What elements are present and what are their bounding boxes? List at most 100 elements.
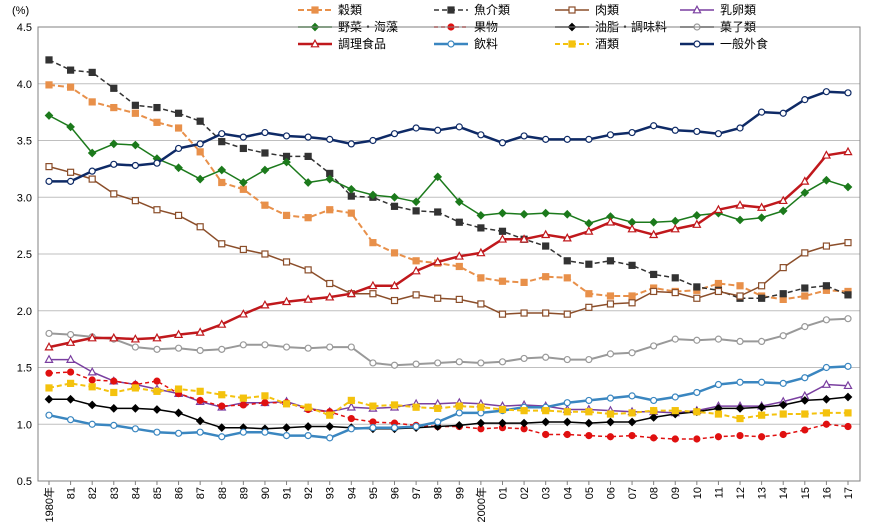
data-point (45, 411, 53, 419)
data-point (45, 56, 53, 64)
series-10 (45, 362, 852, 442)
data-point (606, 292, 615, 300)
data-point (282, 132, 291, 140)
plot-border (37, 26, 861, 482)
x-tick-label: 12 (735, 487, 747, 499)
data-point (585, 260, 593, 268)
data-point (735, 404, 745, 413)
series-8 (45, 315, 852, 369)
data-point (736, 432, 744, 440)
data-point (238, 309, 248, 318)
data-point (843, 380, 853, 390)
data-point (347, 192, 355, 200)
data-point (585, 290, 593, 298)
data-point (671, 274, 679, 282)
data-point (650, 434, 658, 442)
data-point (693, 336, 701, 344)
data-point (606, 394, 615, 402)
data-point (801, 249, 809, 257)
x-tick-label: 95 (368, 487, 380, 499)
series-line (48, 165, 849, 315)
data-point (563, 135, 571, 143)
data-point (843, 146, 853, 156)
data-point (304, 344, 312, 352)
y-tick-label: 2.5 (17, 249, 32, 261)
data-point (87, 400, 97, 410)
x-tick-label: 16 (821, 487, 833, 499)
data-point (174, 144, 183, 153)
data-point (801, 284, 809, 292)
data-point (346, 184, 356, 194)
data-point (152, 332, 162, 342)
data-point (218, 402, 226, 410)
data-point (779, 332, 787, 340)
data-point (261, 201, 269, 209)
series-5 (44, 111, 853, 228)
data-point (281, 296, 292, 306)
data-point (455, 358, 463, 366)
x-tick-label: 81 (66, 487, 78, 499)
data-point (110, 190, 118, 198)
data-point (325, 422, 335, 431)
data-point (196, 428, 204, 436)
data-point (304, 152, 312, 160)
data-point (109, 139, 119, 149)
data-point (693, 283, 701, 291)
data-point (800, 396, 810, 405)
data-point (44, 342, 54, 351)
data-point (88, 175, 96, 183)
data-point (693, 127, 701, 136)
series-2 (45, 56, 852, 302)
data-point (174, 408, 183, 418)
data-point (326, 434, 334, 442)
data-point (736, 282, 744, 290)
data-point (628, 409, 636, 417)
data-point (498, 227, 507, 235)
data-point (628, 299, 636, 307)
data-point (239, 401, 247, 409)
data-point (239, 428, 247, 436)
data-point (628, 392, 636, 400)
data-point (671, 435, 679, 443)
data-point (585, 408, 593, 416)
data-point (606, 300, 615, 308)
series-11 (45, 379, 852, 423)
series-9 (44, 146, 853, 351)
data-point (779, 430, 787, 439)
data-point (822, 282, 831, 290)
data-point (520, 354, 528, 363)
data-point (758, 294, 766, 302)
x-tick-label: 89 (238, 487, 250, 499)
y-tick-label: 1.5 (17, 363, 32, 375)
data-point (779, 410, 787, 418)
data-point (390, 192, 399, 202)
data-point (714, 287, 723, 296)
x-tick-label: 84 (130, 487, 142, 499)
x-tick-label: 05 (584, 487, 596, 499)
data-point (65, 337, 76, 346)
x-tick-label: 98 (433, 487, 445, 499)
data-point (821, 379, 832, 388)
x-tick-label: 96 (390, 487, 402, 499)
legend-marker (310, 38, 320, 48)
data-point (520, 132, 528, 140)
data-point (671, 288, 679, 297)
data-point (239, 133, 247, 141)
data-point (714, 433, 723, 441)
data-point (389, 280, 400, 290)
data-point (714, 380, 723, 389)
data-point (87, 366, 97, 376)
x-tick-label: 92 (303, 487, 315, 499)
data-point (520, 309, 528, 317)
data-point (434, 418, 442, 426)
data-point (434, 208, 442, 216)
data-point (110, 388, 118, 397)
data-point (196, 387, 204, 395)
data-point (693, 388, 701, 397)
legend-label: 乳卵類 (720, 3, 756, 17)
data-point (519, 234, 529, 243)
data-point (174, 385, 183, 393)
data-point (562, 209, 572, 219)
y-axis-ticks: 0.5 1.0 1.5 2.0 2.5 3.0 3.5 4.0 4.5 (17, 22, 32, 488)
